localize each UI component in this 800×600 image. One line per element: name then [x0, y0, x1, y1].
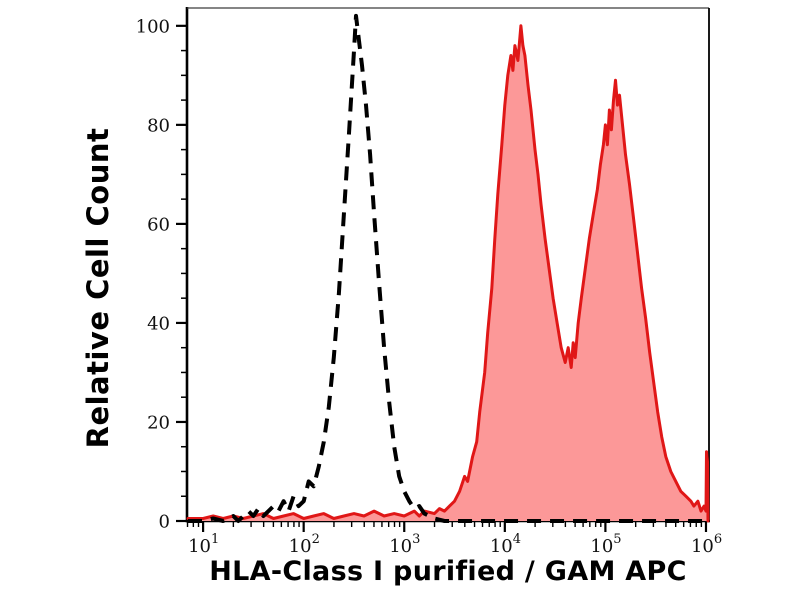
- control-curve-dashed: [188, 13, 709, 523]
- x-axis-ticks: 101 102 103 104 105 106: [186, 521, 722, 557]
- x-axis-title: HLA-Class I purified / GAM APC: [209, 556, 687, 587]
- y-tick-label: 80: [147, 115, 170, 136]
- y-tick-label: 100: [136, 16, 170, 37]
- x-tick-label: 102: [289, 532, 320, 557]
- y-axis-ticks: 0 20 40 60 80 100: [136, 16, 187, 533]
- x-tick-label: 105: [590, 532, 621, 557]
- sample-area-fill: [188, 25, 708, 522]
- x-tick-label: 106: [691, 532, 722, 557]
- y-tick-label: 60: [147, 214, 170, 235]
- x-tick-label: 104: [490, 532, 521, 557]
- sample-curve: [186, 24, 710, 523]
- x-tick-label: 101: [188, 532, 219, 557]
- x-tick-label: 103: [389, 532, 420, 557]
- y-tick-label: 40: [147, 313, 170, 334]
- y-tick-label: 0: [159, 512, 170, 533]
- y-tick-label: 20: [147, 412, 170, 433]
